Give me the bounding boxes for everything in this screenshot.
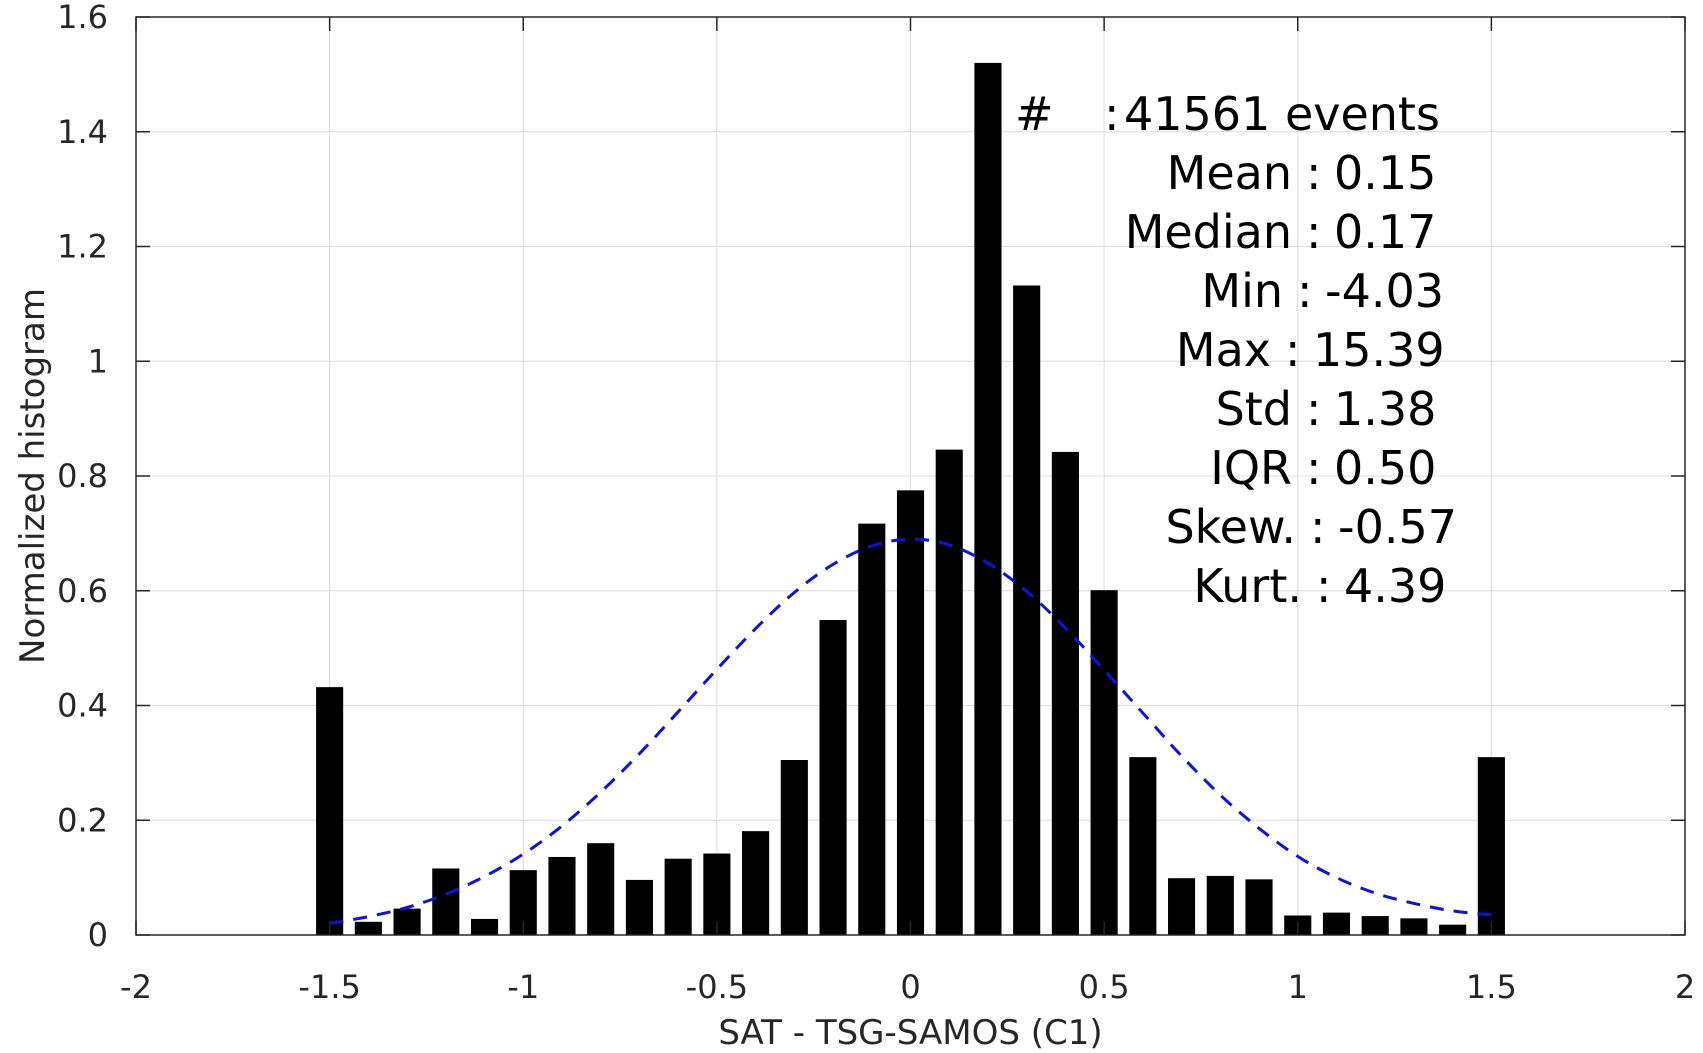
stats-separator: : [1285,323,1301,377]
histogram-bar [742,831,770,935]
y-tick-label: 0.6 [57,572,108,610]
x-tick-label: -0.5 [686,968,748,1006]
x-tick-label: 0 [900,968,920,1006]
stats-label: IQR [1210,441,1292,495]
x-tick-labels: -2 -1.5 -1 -0.5 0 0.5 1 1.5 2 [120,968,1695,1006]
histogram-bar [1168,878,1196,935]
x-tick-label: 0.5 [1079,968,1130,1006]
histogram-bar [1477,757,1505,935]
y-tick-labels: 0 0.2 0.4 0.6 0.8 1 1.2 1.4 1.6 [57,0,108,954]
histogram-bar [354,921,382,935]
y-tick-label: 1.4 [57,113,108,151]
histogram-bar [1129,757,1157,935]
stats-label: Std [1216,382,1292,436]
stats-label: Kurt. [1193,559,1302,613]
x-tick-label: -1.5 [298,968,360,1006]
stats-separator: : [1104,87,1120,141]
stats-separator: : [1310,500,1326,554]
histogram-bar [1090,590,1118,935]
stats-value: 0.15 [1334,146,1436,200]
histogram-bar [1051,451,1079,935]
stats-label: Skew. [1165,500,1296,554]
histogram-bar [625,879,653,935]
histogram-bar [548,856,576,935]
histogram-bar [935,449,963,935]
stats-separator: : [1306,382,1322,436]
histogram-bar [1206,875,1234,935]
histogram-bar [1245,879,1273,935]
x-axis-label: SAT - TSG-SAMOS (C1) [718,1013,1102,1053]
y-tick-label: 0.4 [57,687,108,725]
stats-value: 15.39 [1313,323,1445,377]
stats-value: 0.17 [1334,205,1436,259]
stats-value: -4.03 [1325,264,1444,318]
stats-value: 0.50 [1334,441,1436,495]
histogram-bar [1439,924,1467,935]
histogram-bar [587,843,615,935]
histogram-bar [1013,285,1041,935]
axis-ticks [135,16,1686,936]
x-tick-label: -1 [507,968,539,1006]
y-axis-label: Normalized histogram [13,288,53,664]
fit-curve [329,537,1492,926]
stats-separator: : [1297,264,1313,318]
histogram-bar [896,490,925,935]
stats-label: Min [1201,264,1283,318]
y-tick-label: 0 [88,916,108,954]
histogram-bar [470,918,499,935]
histogram-bar [974,62,1002,935]
histogram-bar [819,620,847,935]
stats-separator: : [1316,559,1332,613]
histogram-bar [1361,916,1389,935]
stats-value: 1.38 [1334,382,1436,436]
histogram-bar [780,760,808,935]
y-tick-label: 0.8 [57,457,108,495]
stats-value: -0.57 [1338,500,1457,554]
x-tick-label: 1 [1288,968,1308,1006]
x-tick-label: -2 [120,968,152,1006]
x-tick-label: 1.5 [1466,968,1517,1006]
stats-separator: : [1306,146,1322,200]
histogram-bar [1400,918,1428,935]
histogram-bar [1322,912,1351,935]
stats-separator: : [1306,441,1322,495]
histogram-bar [664,858,692,935]
y-tick-label: 1 [88,342,108,380]
stats-separator: : [1306,205,1322,259]
stats-label: Mean [1167,146,1292,200]
histogram-bar [858,523,886,935]
histogram-bar [432,868,460,935]
histogram-bars [316,62,1505,935]
stats-value: 41561 events [1124,87,1440,141]
histogram-bar [316,687,344,935]
y-tick-label: 1.2 [57,228,108,266]
stats-value: 4.39 [1344,559,1446,613]
stats-label: # [1015,87,1054,141]
y-tick-label: 1.6 [57,0,108,36]
x-tick-label: 2 [1675,968,1695,1006]
stats-label: Max [1176,323,1271,377]
stats-label: Median [1125,205,1292,259]
histogram-bar [393,908,421,935]
y-tick-label: 0.2 [57,801,108,839]
